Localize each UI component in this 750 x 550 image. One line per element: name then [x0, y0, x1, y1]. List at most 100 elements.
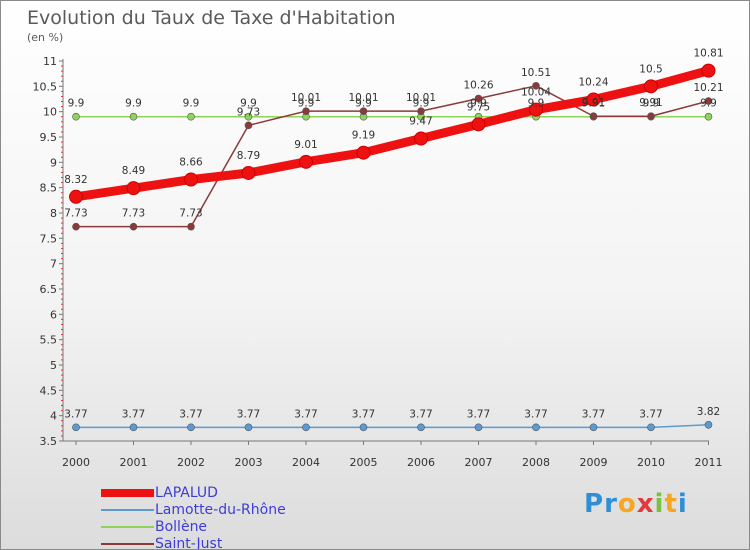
- y-tick-label: 7: [50, 258, 57, 271]
- y-tick-label: 6: [50, 308, 57, 321]
- legend-swatch: [101, 509, 154, 511]
- data-label: 9.9: [470, 98, 487, 110]
- y-tick-label: 10: [43, 106, 57, 119]
- data-point: [72, 112, 80, 121]
- x-tick-label: 2011: [695, 456, 723, 469]
- data-label: 9.9: [125, 98, 142, 110]
- x-tick-label: 2000: [62, 456, 90, 469]
- data-label: 9.19: [352, 130, 375, 142]
- y-tick-label: 6.5: [40, 283, 58, 296]
- data-label: 3.77: [409, 408, 432, 420]
- x-tick-label: 2004: [292, 456, 320, 469]
- y-tick-label: 4.5: [40, 384, 58, 397]
- logo-letter: P: [584, 489, 605, 519]
- legend-swatch: [101, 526, 154, 528]
- data-point: [241, 165, 256, 180]
- data-label: 10.01: [291, 92, 321, 104]
- data-point: [589, 423, 598, 432]
- logo-letter: o: [617, 489, 637, 519]
- data-point: [474, 423, 483, 432]
- data-point: [417, 107, 425, 115]
- data-label: 9.9: [68, 98, 85, 110]
- data-label: 3.77: [524, 408, 547, 420]
- data-point: [129, 222, 138, 231]
- data-point: [302, 107, 310, 115]
- logo-letter: i: [654, 489, 665, 519]
- data-point: [129, 423, 138, 432]
- data-label: 10.81: [693, 48, 723, 60]
- y-tick-label: 8: [50, 207, 57, 220]
- y-tick-label: 5: [50, 359, 57, 372]
- data-point: [244, 423, 253, 432]
- data-label: 3.82: [697, 406, 720, 418]
- data-label: 9.9: [183, 98, 200, 110]
- data-point: [529, 102, 543, 117]
- y-tick-label: 11: [43, 55, 57, 68]
- x-tick-label: 2002: [177, 456, 205, 469]
- data-label: 10.26: [463, 79, 493, 91]
- data-label: 3.77: [639, 408, 662, 420]
- data-label: 3.77: [237, 408, 260, 420]
- legend-label: LAPALUD: [155, 485, 218, 501]
- series-line-Saint-Just: [75, 85, 710, 228]
- x-tick-label: 2005: [350, 456, 378, 469]
- data-label: 3.77: [467, 408, 490, 420]
- x-tick-label: 2006: [407, 456, 435, 469]
- logo-letter: r: [604, 489, 618, 519]
- data-label: 3.77: [582, 408, 605, 420]
- data-label: 9.91: [582, 98, 605, 110]
- data-label: 9.9: [298, 98, 315, 110]
- data-point: [704, 112, 713, 121]
- data-point: [704, 420, 713, 429]
- data-point: [647, 423, 655, 432]
- data-label: 7.73: [64, 208, 87, 220]
- data-label: 9.91: [582, 97, 605, 109]
- series-line-LAPALUD: [71, 66, 713, 202]
- x-tick-label: 2010: [637, 456, 665, 469]
- data-label: 9.9: [240, 98, 257, 110]
- data-label: 7.73: [122, 208, 145, 220]
- data-point: [359, 423, 368, 432]
- chart-title: Evolution du Taux de Taxe d'Habitation: [27, 7, 396, 29]
- data-label: 8.79: [237, 150, 260, 162]
- data-point: [644, 79, 658, 94]
- data-label: 3.77: [64, 408, 87, 420]
- logo-letter: i: [677, 489, 688, 519]
- data-label: 9.9: [700, 98, 717, 110]
- data-point: [126, 181, 141, 196]
- data-label: 3.77: [179, 408, 202, 420]
- data-point: [474, 94, 483, 103]
- data-point: [72, 222, 80, 231]
- data-label: 9.91: [639, 97, 662, 109]
- legend-label: Lamotte-du-Rhône: [155, 502, 286, 518]
- data-point: [72, 423, 80, 432]
- y-tick-label: 9: [50, 156, 57, 169]
- x-tick-label: 2008: [522, 456, 550, 469]
- data-label: 9.9: [528, 98, 545, 110]
- x-tick-label: 2001: [120, 456, 148, 469]
- data-point: [302, 423, 310, 432]
- data-label: 10.01: [348, 92, 378, 104]
- data-label: 9.47: [409, 116, 432, 128]
- data-point: [532, 82, 540, 90]
- data-point: [187, 222, 195, 231]
- legend-swatch: [101, 543, 154, 545]
- logo-letter: t: [664, 489, 678, 519]
- data-point: [589, 112, 598, 121]
- data-point: [701, 63, 716, 78]
- data-point: [299, 154, 313, 169]
- data-point: [359, 107, 368, 115]
- y-tick-label: 3.5: [40, 435, 58, 448]
- data-label: 10.5: [639, 63, 662, 75]
- data-label: 9.9: [643, 98, 660, 110]
- x-tick-label: 2003: [235, 456, 263, 469]
- data-label: 3.77: [294, 408, 317, 420]
- data-point: [414, 131, 428, 146]
- data-label: 9.9: [355, 98, 372, 110]
- data-point: [417, 423, 425, 432]
- data-label: 8.66: [179, 157, 203, 169]
- y-tick-label: 8.5: [40, 182, 58, 195]
- y-tick-label: 7.5: [40, 232, 58, 245]
